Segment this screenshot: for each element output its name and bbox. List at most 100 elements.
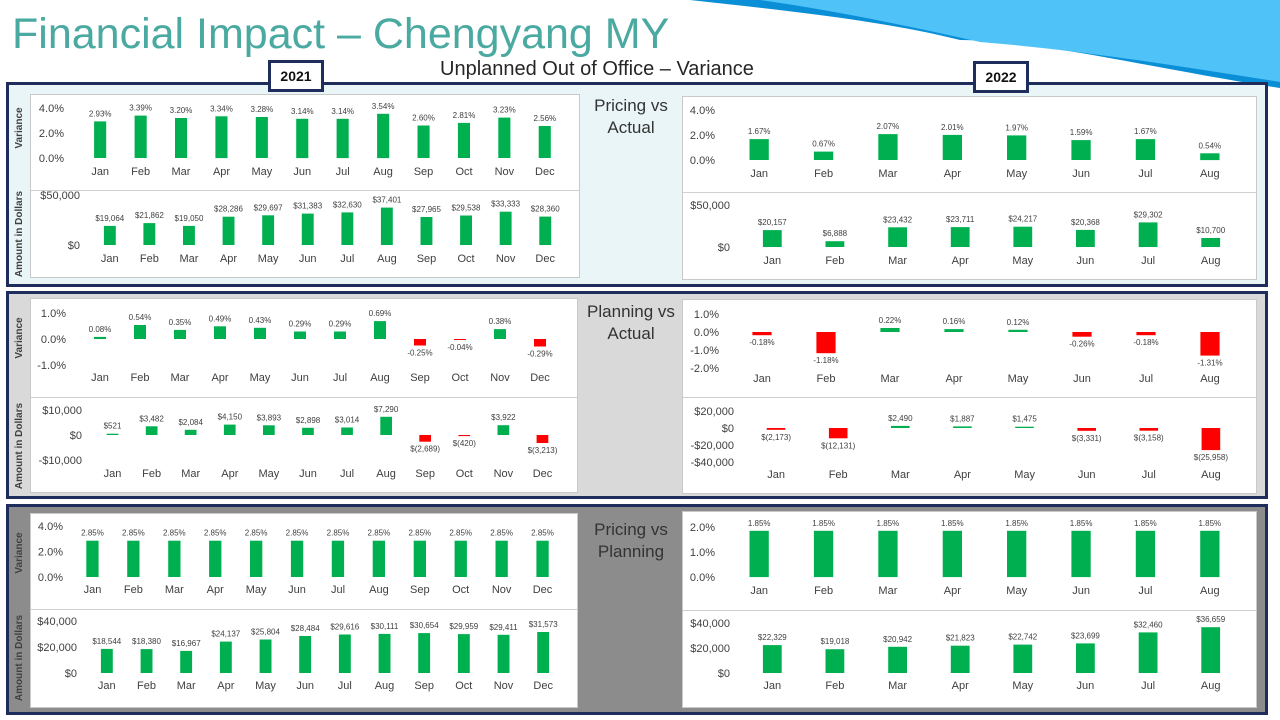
bar (1008, 329, 1028, 332)
data-label: $521 (104, 422, 122, 431)
bar (414, 339, 426, 346)
data-label: 1.85% (812, 519, 835, 528)
bar (184, 429, 197, 435)
bar (953, 426, 972, 428)
x-tick-label: Apr (221, 468, 238, 480)
data-label: 0.54% (129, 313, 152, 322)
y-axis-label: Variance (14, 532, 25, 574)
x-tick-label: Sep (417, 253, 437, 265)
data-label: $3,922 (491, 413, 516, 422)
y-tick-label: 2.0% (39, 128, 64, 140)
bar (1013, 226, 1033, 247)
data-label: $20,157 (758, 218, 787, 227)
bar (749, 530, 769, 578)
data-label: 2.01% (941, 123, 964, 132)
data-label: $32,460 (1134, 620, 1163, 629)
x-tick-label: May (255, 680, 276, 692)
bar (380, 416, 392, 435)
data-label: $(25,958) (1194, 453, 1229, 462)
bar (1076, 229, 1095, 247)
x-tick-label: Aug (1201, 680, 1221, 692)
chart-panel-2022-pricing-vs-actual (682, 96, 1257, 280)
data-label: -0.18% (749, 338, 774, 347)
x-tick-label: Jan (750, 168, 768, 180)
x-tick-label: Jul (333, 372, 347, 384)
data-label: 2.93% (89, 109, 112, 118)
bar (891, 425, 910, 428)
data-label: $6,888 (823, 229, 848, 238)
bar (134, 115, 147, 158)
bar (497, 634, 510, 673)
bar (494, 329, 506, 339)
x-tick-label: Jun (299, 253, 317, 265)
x-tick-label: May (1006, 168, 1027, 180)
x-tick-label: Aug (373, 166, 393, 178)
x-tick-label: Apr (945, 373, 962, 385)
data-label: 1.67% (1134, 127, 1157, 136)
data-label: $1,887 (950, 414, 975, 423)
data-label: $(420) (453, 439, 476, 448)
bar (457, 634, 470, 673)
chart-panel-2022-planning-vs-actual (682, 299, 1257, 494)
data-label: 3.14% (291, 107, 314, 116)
data-label: $19,064 (95, 214, 124, 223)
bar (250, 540, 263, 577)
y-axis-label: Amount in Dollars (14, 403, 25, 490)
data-label: 1.85% (1070, 519, 1093, 528)
data-label: 1.85% (877, 519, 900, 528)
x-tick-label: Oct (451, 372, 468, 384)
bar (145, 426, 158, 435)
x-tick-label: Feb (137, 680, 156, 692)
data-label: $10,700 (1196, 226, 1225, 235)
x-tick-label: May (1012, 255, 1033, 267)
data-label: $29,697 (254, 203, 283, 212)
x-tick-label: Mar (881, 373, 900, 385)
x-tick-label: Mar (165, 584, 184, 596)
data-label: 0.43% (249, 316, 272, 325)
page-subtitle: Unplanned Out of Office – Variance (440, 58, 754, 80)
x-tick-label: Feb (817, 373, 836, 385)
x-tick-label: Aug (1201, 255, 1221, 267)
data-label: -0.26% (1069, 340, 1094, 349)
data-label: $27,965 (412, 205, 441, 214)
bar (215, 116, 228, 159)
bar (374, 321, 386, 339)
bar (888, 227, 907, 247)
data-label: $2,084 (178, 418, 203, 427)
data-label: $29,616 (330, 623, 359, 632)
x-tick-label: Jun (288, 584, 306, 596)
x-tick-label: Sep (415, 468, 435, 480)
bar (950, 645, 970, 673)
bar (140, 649, 153, 673)
data-label: 3.34% (210, 104, 233, 113)
x-tick-label: Sep (414, 680, 434, 692)
bar (950, 227, 970, 247)
bar (539, 216, 552, 245)
year-badge-2021: 2021 (268, 60, 324, 92)
bar (94, 121, 107, 158)
y-tick-label: 0.0% (694, 327, 719, 339)
x-tick-label: May (1014, 469, 1035, 481)
bar (219, 641, 232, 673)
y-tick-label: $0 (718, 668, 730, 680)
data-label: $28,484 (291, 624, 320, 633)
data-label: $20,368 (1071, 218, 1100, 227)
data-label: $21,862 (135, 211, 164, 220)
bar (222, 216, 235, 245)
x-tick-label: Feb (814, 585, 833, 597)
bar (103, 225, 116, 245)
data-label: $36,659 (1196, 615, 1225, 624)
data-label: $16,967 (172, 639, 201, 648)
data-label: 1.59% (1070, 128, 1093, 137)
y-tick-label: 1.0% (690, 547, 715, 559)
y-tick-label: $10,000 (42, 405, 82, 417)
data-label: $24,217 (1008, 215, 1037, 224)
y-axis-label: Amount in Dollars (14, 191, 25, 278)
x-tick-label: Feb (142, 468, 161, 480)
x-tick-label: Nov (495, 166, 515, 178)
x-tick-label: Feb (140, 253, 159, 265)
y-tick-label: 2.0% (690, 130, 715, 142)
x-tick-label: Sep (414, 166, 434, 178)
bar (100, 648, 113, 673)
data-label: 2.85% (449, 529, 472, 538)
